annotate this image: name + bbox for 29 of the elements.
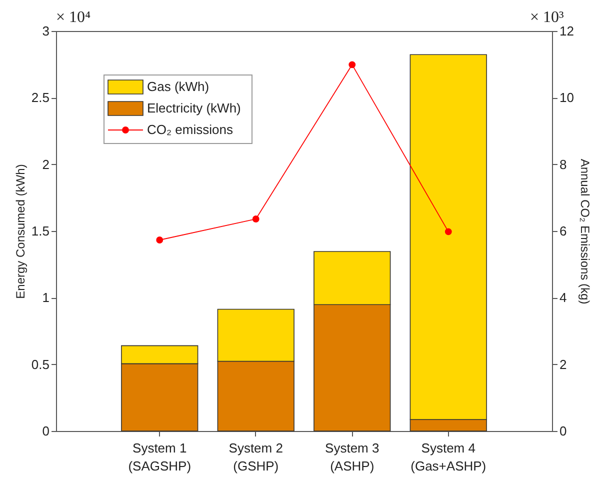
y-axis-title: Energy Consumed (kWh) (13, 164, 28, 299)
legend-label: CO₂ emissions (147, 122, 234, 137)
y-tick-label: 1 (42, 290, 50, 306)
y-tick-label: 3 (42, 24, 50, 38)
y-tick-label: 0.5 (31, 356, 50, 372)
y2-tick-label: 2 (560, 356, 567, 372)
y-tick-label: 1.5 (31, 224, 50, 238)
y-tick-label: 2.5 (31, 90, 50, 106)
point (444, 228, 452, 236)
y2-tick-label: 8 (560, 156, 567, 172)
y2-axis-title: Annual CO₂ Emissions (kg) (578, 158, 592, 304)
x-tick-label: System 1 (SAGSHP) (128, 440, 192, 474)
point (156, 236, 164, 244)
y2-tick-label: 4 (560, 290, 567, 306)
point (348, 61, 356, 68)
text: × 10³ (530, 9, 564, 26)
y2-tick-label: 6 (560, 224, 567, 238)
x-tick-label: System 3 (ASHP) (325, 440, 380, 474)
x-tick-label: System 2 (GSHP) (228, 440, 283, 474)
y2-tick-label: 0 (560, 424, 567, 438)
y2-tick-label: 12 (560, 24, 574, 38)
text: × 10⁴ (56, 9, 92, 26)
legend-label: Electricity (kWh) (147, 100, 241, 116)
point (252, 216, 260, 222)
y2-tick-label: 10 (560, 90, 574, 106)
x-tick-label: System 4 (Gas+ASHP) (410, 440, 486, 474)
y-tick-label: 0 (42, 424, 50, 438)
y-tick-label: 2 (42, 156, 50, 172)
legend-label: Gas (kWh) (147, 79, 210, 94)
